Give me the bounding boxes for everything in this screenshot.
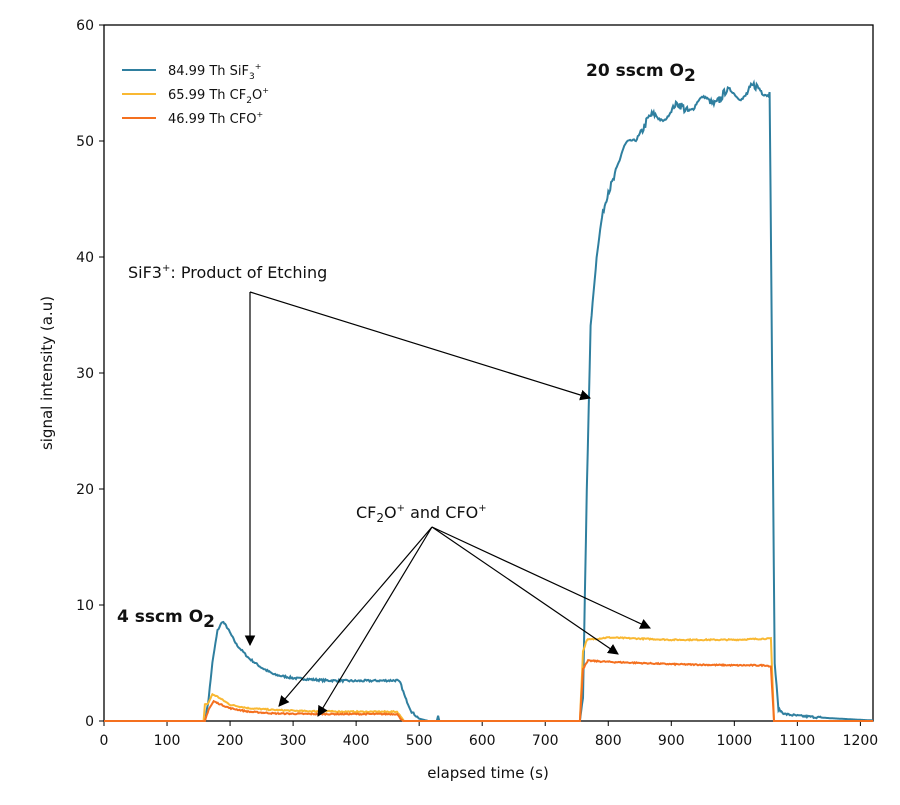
- y-tick-label: 0: [85, 714, 94, 730]
- annotation-arrows: [244, 291, 651, 717]
- arrow-cf-1: [278, 526, 433, 707]
- x-tick-label: 600: [469, 733, 496, 749]
- plot-frame: [103, 24, 874, 722]
- y-tick-label: 30: [76, 366, 94, 382]
- x-tick-label: 100: [154, 733, 181, 749]
- annotation-4sccm: 4 sscm O2: [117, 607, 215, 632]
- x-tick-label: 500: [406, 733, 433, 749]
- y-tick-label: 50: [76, 134, 94, 150]
- series-line-1: [104, 636, 873, 722]
- annotation-cf: CF2O+ and CFO+: [356, 503, 487, 525]
- x-tick-label: 400: [343, 733, 370, 749]
- y-tick-label: 20: [76, 482, 94, 498]
- legend: 84.99 Th SiF3+ 65.99 Th CF2O+ 46.99 Th CFO…: [122, 62, 269, 127]
- x-tick-label: 700: [532, 733, 559, 749]
- y-tick-label: 10: [76, 598, 94, 614]
- x-tick-label: 1100: [780, 733, 816, 749]
- y-axis-label: signal intensity (a.u): [38, 296, 56, 450]
- y-tick-label: 40: [76, 250, 94, 266]
- x-tick-label: 1000: [717, 733, 753, 749]
- legend-entry: 84.99 Th SiF3+: [168, 62, 261, 82]
- annotation-20sccm: 20 sscm O2: [586, 61, 696, 86]
- x-tick-label: 300: [280, 733, 307, 749]
- legend-entry: 46.99 Th CFO+: [168, 110, 263, 127]
- x-tick-label: 800: [595, 733, 622, 749]
- x-tick-label: 900: [658, 733, 685, 749]
- x-tick-label: 1200: [843, 733, 879, 749]
- legend-entry: 65.99 Th CF2O+: [168, 86, 269, 106]
- series-line-2: [104, 659, 873, 722]
- arrow-cf-3: [431, 526, 619, 655]
- y-tick-label: 60: [76, 18, 94, 34]
- arrow-cf-2: [317, 526, 433, 717]
- annotation-etching: SiF3+: Product of Etching: [128, 263, 327, 282]
- arrow-etching-high: [249, 291, 592, 401]
- x-tick-label: 0: [100, 733, 109, 749]
- x-tick-label: 200: [217, 733, 244, 749]
- arrow-cf-4: [431, 526, 651, 629]
- x-axis-label: elapsed time (s): [427, 764, 549, 782]
- series-line-0: [104, 79, 874, 722]
